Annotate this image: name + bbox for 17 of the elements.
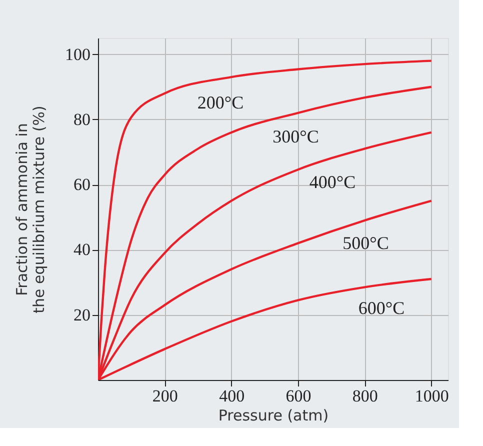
y-tick-label: 40 bbox=[74, 240, 90, 260]
series-label: 500°C bbox=[342, 233, 389, 254]
x-tick-label: 1000 bbox=[414, 386, 449, 406]
x-tick-label: 400 bbox=[219, 386, 245, 406]
x-tick-label: 600 bbox=[286, 386, 312, 406]
y-tick-label: 20 bbox=[74, 305, 90, 324]
y-tick-label: 100 bbox=[65, 44, 90, 64]
y-axis-title: Fraction of ammonia in the equilibrium mixture (%) bbox=[13, 106, 48, 314]
series-label: 200°C bbox=[197, 92, 244, 113]
y-tick-label: 80 bbox=[74, 110, 90, 129]
y-tick-label: 60 bbox=[74, 175, 90, 194]
series-label: 600°C bbox=[358, 298, 405, 318]
x-tick-label: 800 bbox=[352, 386, 378, 406]
x-tick-label: 200 bbox=[152, 386, 178, 406]
series-label: 400°C bbox=[309, 172, 356, 192]
series-label: 300°C bbox=[272, 126, 319, 147]
x-axis-title: Pressure (atm) bbox=[218, 406, 329, 424]
